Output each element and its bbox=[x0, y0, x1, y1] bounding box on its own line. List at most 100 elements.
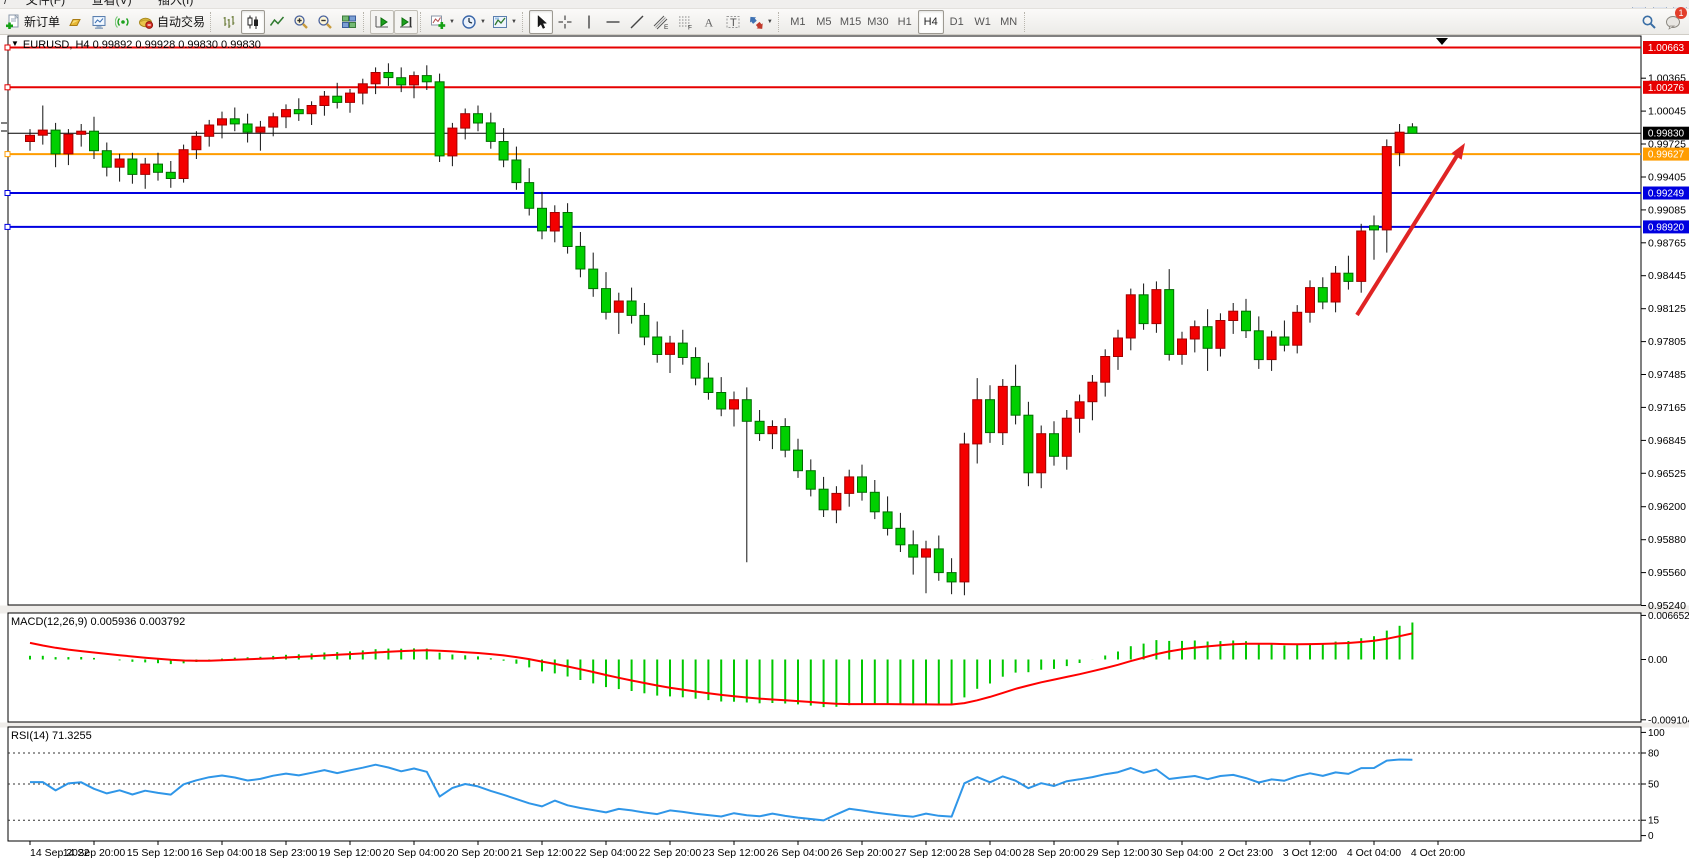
auto-scroll-button[interactable] bbox=[394, 9, 419, 34]
line-anchor-handle[interactable] bbox=[4, 190, 11, 196]
toolbar-right-group: 1 bbox=[1637, 7, 1687, 35]
line-anchor-handle[interactable] bbox=[4, 84, 11, 91]
svg-text:0.99627: 0.99627 bbox=[1648, 150, 1685, 161]
auto-trading-label: 自动交易 bbox=[157, 15, 206, 29]
timeframe-h4-button[interactable]: H4 bbox=[917, 9, 944, 34]
text-button[interactable]: A bbox=[697, 10, 721, 34]
vertical-line-button[interactable] bbox=[577, 10, 601, 34]
equidistant-channel-button[interactable]: E bbox=[649, 10, 673, 34]
search-button[interactable] bbox=[1637, 10, 1661, 34]
time-tick-label: 21 Sep 12:00 bbox=[511, 847, 574, 859]
add-indicator-button[interactable]: ▼ bbox=[427, 10, 458, 34]
arrow-shapes-button[interactable]: ▼ bbox=[745, 10, 776, 34]
trend-arrow-annotation[interactable] bbox=[1355, 143, 1465, 317]
dropdown-caret-icon: ▼ bbox=[766, 18, 773, 25]
text-icon: A bbox=[701, 14, 717, 30]
svg-text:A: A bbox=[704, 15, 713, 29]
zoom-out-button[interactable] bbox=[313, 10, 337, 34]
timeframe-w1-button[interactable]: W1 bbox=[974, 15, 991, 28]
timeframe-h1-button[interactable]: H1 bbox=[897, 15, 912, 28]
line-chart-icon bbox=[269, 14, 285, 30]
panel-divider[interactable] bbox=[0, 722, 1689, 728]
svg-text:1.00663: 1.00663 bbox=[1648, 43, 1685, 54]
menu-bar-clipped: / 文件(F) 查看(V) 插入(I) bbox=[0, 0, 1689, 9]
timeframe-m30-button[interactable]: M30 bbox=[867, 15, 889, 28]
trendline-button[interactable] bbox=[625, 10, 649, 34]
time-tick-label: 20 Sep 20:00 bbox=[447, 847, 510, 859]
time-tick-label: 23 Sep 12:00 bbox=[703, 847, 766, 859]
menu-item-file[interactable]: 文件(F) bbox=[25, 0, 66, 7]
trendline-icon bbox=[629, 14, 645, 30]
svg-text:0.99830: 0.99830 bbox=[1648, 129, 1685, 140]
cursor-button[interactable] bbox=[528, 9, 553, 34]
zoom-in-button[interactable] bbox=[289, 10, 313, 34]
chart-canvas[interactable]: 1.003651.000450.997250.994050.990850.987… bbox=[0, 35, 1689, 863]
terminal-window-button[interactable] bbox=[87, 10, 111, 34]
price-tick-label: 0.96200 bbox=[1648, 501, 1686, 513]
zoom-out-icon bbox=[317, 14, 333, 30]
crosshair-button[interactable] bbox=[553, 10, 577, 34]
line-anchor-handle[interactable] bbox=[4, 223, 11, 230]
window-controls[interactable] bbox=[1630, 0, 1687, 8]
fibonacci-icon: F bbox=[677, 14, 693, 30]
timeframe-mn-button[interactable]: MN bbox=[1000, 15, 1018, 28]
notifications-button[interactable]: 1 bbox=[1661, 7, 1687, 34]
timeframe-m1-button[interactable]: M1 bbox=[790, 15, 806, 28]
svg-text:E: E bbox=[664, 24, 669, 30]
chart-template-button[interactable]: ▼ bbox=[489, 10, 520, 34]
chart-window: 1.00365 1.00045 0.99725 0.99405 0.99085 0.987… bbox=[0, 35, 1689, 863]
vertical-line-icon bbox=[581, 14, 597, 30]
chat-bubble-icon bbox=[1665, 16, 1680, 30]
fibonacci-button[interactable]: F bbox=[673, 10, 697, 34]
new-order-icon bbox=[5, 13, 21, 30]
signal-button[interactable] bbox=[111, 10, 135, 34]
tile-windows-icon bbox=[341, 14, 357, 30]
down-triangle-marker[interactable] bbox=[1436, 38, 1448, 45]
add-indicator-icon bbox=[430, 14, 446, 30]
price-tick-label: 0.98125 bbox=[1648, 303, 1686, 315]
price-tick-label: 1.00045 bbox=[1648, 106, 1686, 118]
time-tick-label: 15 Sep 12:00 bbox=[127, 847, 190, 859]
menu-item-insert[interactable]: 插入(I) bbox=[158, 0, 194, 7]
rsi-indicator-label: RSI(14) 71.3255 bbox=[11, 730, 92, 742]
horizontal-line-objects[interactable] bbox=[4, 44, 1641, 230]
panel-divider[interactable] bbox=[0, 605, 1689, 614]
menu-item-view[interactable]: 查看(V) bbox=[91, 0, 132, 7]
price-axis[interactable]: 1.003651.000450.997250.994050.990850.987… bbox=[1641, 73, 1686, 612]
svg-text:T: T bbox=[730, 17, 737, 29]
time-tick-label: 28 Sep 04:00 bbox=[959, 847, 1022, 859]
chart-shift-button[interactable] bbox=[370, 9, 395, 34]
time-tick-label: 19 Sep 12:00 bbox=[319, 847, 382, 859]
dropdown-caret-icon: ▼ bbox=[510, 18, 517, 25]
time-tick-label: 22 Sep 04:00 bbox=[575, 847, 638, 859]
candle-chart-button[interactable] bbox=[241, 9, 266, 34]
periods-clock-button[interactable]: ▼ bbox=[458, 10, 489, 34]
price-badge-0.98920: 0.98920 bbox=[1643, 220, 1689, 234]
timeframe-m15-button[interactable]: M15 bbox=[839, 15, 862, 28]
chart-template-icon bbox=[492, 14, 508, 30]
candlesticks bbox=[25, 63, 1418, 596]
crosshair-icon bbox=[557, 14, 573, 30]
text-label-button[interactable]: T bbox=[721, 10, 745, 34]
tile-windows-button[interactable] bbox=[337, 10, 361, 34]
macd-indicator-label: MACD(12,26,9) 0.005936 0.003792 bbox=[11, 616, 186, 628]
price-tick-label: 0.99725 bbox=[1648, 139, 1686, 151]
market-ingot-icon bbox=[67, 14, 83, 30]
line-anchor-handle[interactable] bbox=[4, 151, 11, 158]
time-tick-label: 30 Sep 04:00 bbox=[1151, 847, 1214, 859]
line-anchor-handle[interactable] bbox=[4, 44, 11, 51]
bar-chart-button[interactable] bbox=[217, 10, 241, 34]
time-tick-label: 3 Oct 12:00 bbox=[1283, 847, 1337, 859]
time-tick-label: 20 Sep 04:00 bbox=[383, 847, 446, 859]
auto-trading-icon bbox=[138, 14, 154, 30]
new-order-button[interactable]: 新订单 bbox=[2, 10, 63, 34]
timeframe-m5-button[interactable]: M5 bbox=[816, 15, 832, 28]
auto-trading-button[interactable]: 自动交易 bbox=[135, 10, 208, 34]
line-chart-button[interactable] bbox=[265, 10, 289, 34]
horizontal-line-button[interactable] bbox=[601, 10, 625, 34]
market-ingot-button[interactable] bbox=[63, 10, 87, 34]
dropdown-caret-icon: ▼ bbox=[479, 18, 486, 25]
symbol-marker-icon: ▼ bbox=[11, 39, 19, 48]
timeframe-d1-button[interactable]: D1 bbox=[949, 15, 964, 28]
